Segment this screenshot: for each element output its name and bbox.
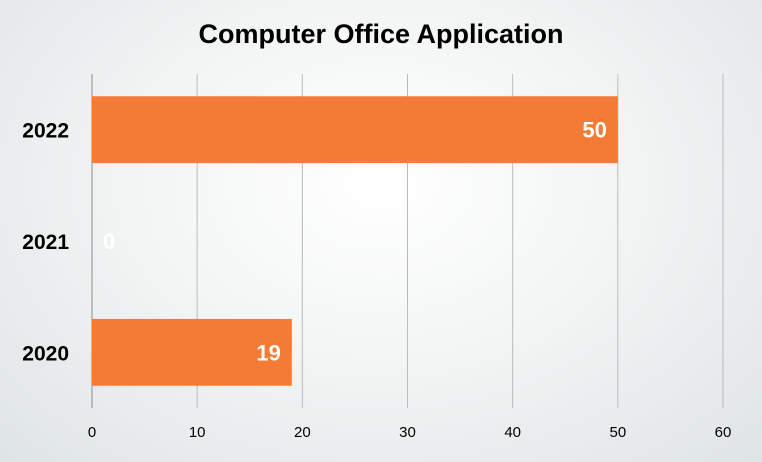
x-tick-label: 0 [88,424,96,441]
x-tick-label: 20 [294,424,311,441]
x-tick-label: 60 [715,424,732,441]
category-label-2021: 2021 [22,231,69,254]
y-axis-categories: 2022 2021 2020 [22,120,69,366]
chart-title: Computer Office Application [198,19,563,49]
data-labels: 50 0 19 [103,118,607,366]
data-label-2020: 19 [256,340,280,365]
bar-2020 [92,318,292,386]
category-label-2020: 2020 [22,342,69,365]
data-label-2021: 0 [103,229,115,254]
bar-2022 [92,96,618,164]
category-label-2022: 2022 [22,120,69,143]
x-axis-ticks: 0 10 20 30 40 50 60 [88,424,732,441]
bars [92,96,618,386]
data-label-2022: 50 [582,118,606,143]
x-tick-label: 30 [399,424,416,441]
x-tick-label: 40 [504,424,521,441]
x-tick-label: 10 [189,424,206,441]
x-tick-label: 50 [609,424,626,441]
